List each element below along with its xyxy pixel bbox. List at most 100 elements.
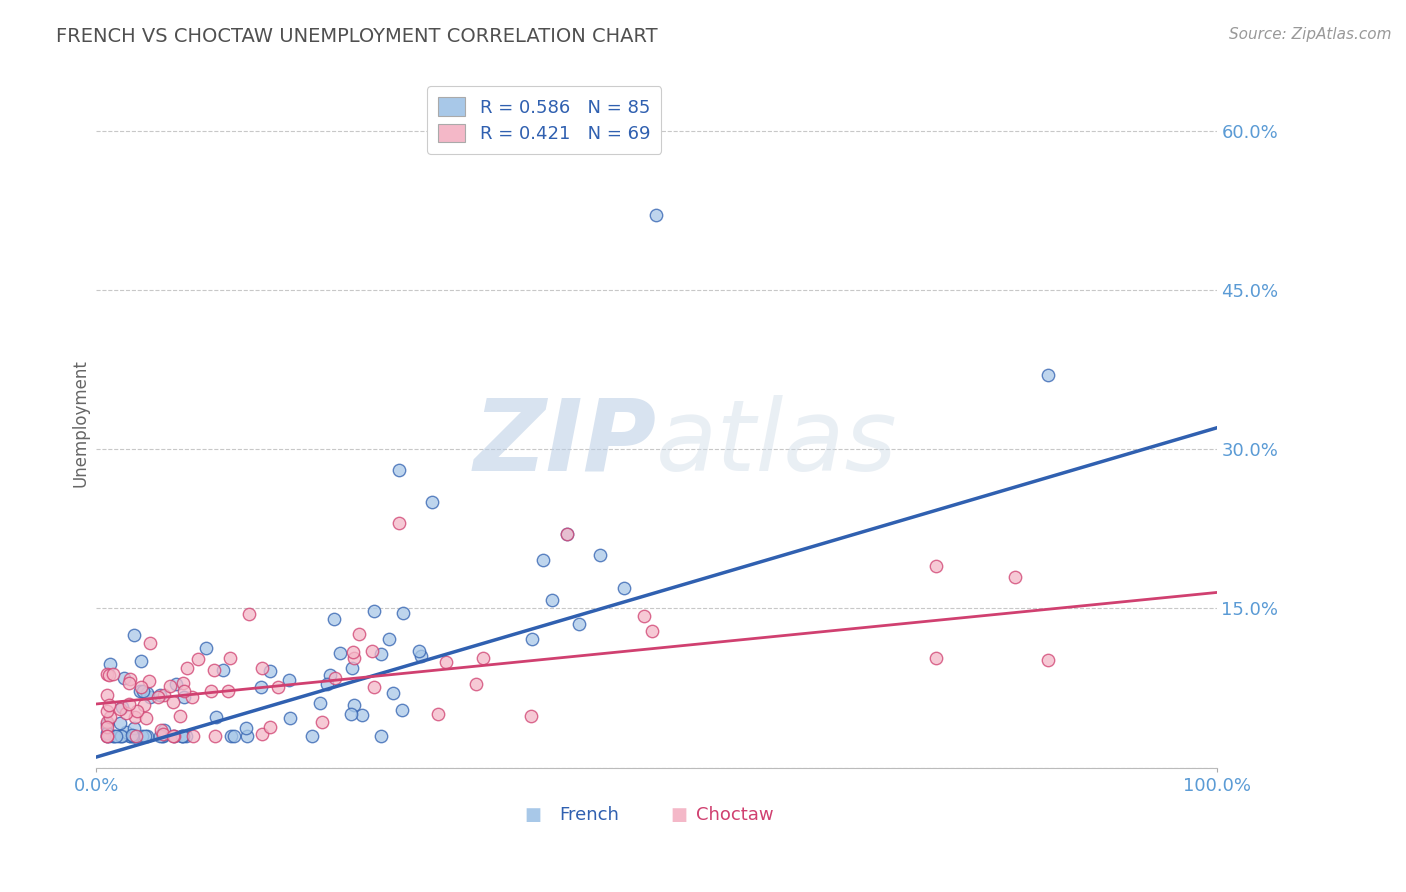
Point xyxy=(217,684,239,698)
Point xyxy=(136,729,159,743)
Point xyxy=(103,729,125,743)
Point xyxy=(568,617,591,632)
Point xyxy=(98,729,121,743)
Point xyxy=(323,612,346,626)
Point xyxy=(120,672,142,686)
Point xyxy=(170,729,193,743)
Point xyxy=(169,708,191,723)
Point xyxy=(222,729,245,743)
Text: ZIP: ZIP xyxy=(474,395,657,491)
Point xyxy=(180,690,202,705)
Point xyxy=(134,698,156,713)
Text: atlas: atlas xyxy=(657,395,898,491)
Point xyxy=(172,729,194,743)
Point xyxy=(108,702,131,716)
Point xyxy=(96,667,118,681)
Point xyxy=(163,729,186,743)
Point xyxy=(124,729,146,743)
Point xyxy=(136,686,159,700)
Point xyxy=(139,690,162,704)
Point xyxy=(96,720,118,734)
Point xyxy=(347,627,370,641)
Point xyxy=(97,698,120,712)
Point xyxy=(361,644,384,658)
Point xyxy=(152,726,174,740)
Point xyxy=(434,655,457,669)
Point xyxy=(103,729,125,743)
Point xyxy=(277,673,299,688)
Point xyxy=(219,651,242,665)
Point xyxy=(162,729,184,743)
Point xyxy=(350,707,373,722)
Point xyxy=(408,644,430,658)
Point xyxy=(108,715,131,730)
Legend: R = 0.586   N = 85, R = 0.421   N = 69: R = 0.586 N = 85, R = 0.421 N = 69 xyxy=(427,87,661,154)
Point xyxy=(363,680,385,694)
Point xyxy=(96,725,118,739)
Point xyxy=(150,729,173,743)
Point xyxy=(111,699,134,714)
Point xyxy=(267,680,290,694)
Point xyxy=(153,723,176,737)
Point xyxy=(134,729,156,743)
Point xyxy=(235,721,257,735)
Point xyxy=(250,661,273,675)
Point xyxy=(342,645,364,659)
Text: ■: ■ xyxy=(524,805,541,823)
Point xyxy=(129,654,152,668)
Point xyxy=(120,729,142,743)
Point xyxy=(388,463,411,477)
Point xyxy=(301,729,323,743)
Point xyxy=(645,209,668,223)
Point xyxy=(363,604,385,618)
Point xyxy=(96,729,118,743)
Point xyxy=(139,636,162,650)
Point xyxy=(104,729,127,743)
Point xyxy=(181,729,204,743)
Point xyxy=(187,651,209,665)
Point xyxy=(472,651,495,665)
Point xyxy=(96,729,118,743)
Point xyxy=(122,729,145,743)
Point xyxy=(370,647,392,661)
Point xyxy=(122,729,145,743)
Point xyxy=(378,632,401,647)
Point xyxy=(132,683,155,698)
Point xyxy=(121,728,143,742)
Point xyxy=(641,624,664,639)
Point xyxy=(555,527,578,541)
Point xyxy=(925,558,948,573)
Point xyxy=(195,640,218,655)
Point xyxy=(96,729,118,743)
Point xyxy=(159,679,181,693)
Point xyxy=(519,709,541,723)
Point xyxy=(173,683,195,698)
Point xyxy=(329,646,352,660)
Point xyxy=(325,671,347,685)
Point xyxy=(339,707,361,722)
Point xyxy=(149,688,172,702)
Point xyxy=(114,671,136,685)
Point xyxy=(148,690,170,705)
Point xyxy=(110,729,132,743)
Point xyxy=(111,729,134,743)
Point xyxy=(200,684,222,698)
Point xyxy=(221,729,243,743)
Point xyxy=(124,729,146,743)
Point xyxy=(311,714,333,729)
Point xyxy=(115,725,138,739)
Point xyxy=(370,729,392,743)
Point xyxy=(343,651,366,665)
Text: Source: ZipAtlas.com: Source: ZipAtlas.com xyxy=(1229,27,1392,42)
Point xyxy=(392,606,415,620)
Point xyxy=(138,674,160,689)
Point xyxy=(259,720,281,734)
Point xyxy=(98,657,121,672)
Point xyxy=(259,665,281,679)
Point xyxy=(97,667,120,681)
Point xyxy=(122,729,145,743)
Point xyxy=(426,707,449,722)
Point xyxy=(165,677,187,691)
Point xyxy=(340,661,363,675)
Point xyxy=(174,729,197,743)
